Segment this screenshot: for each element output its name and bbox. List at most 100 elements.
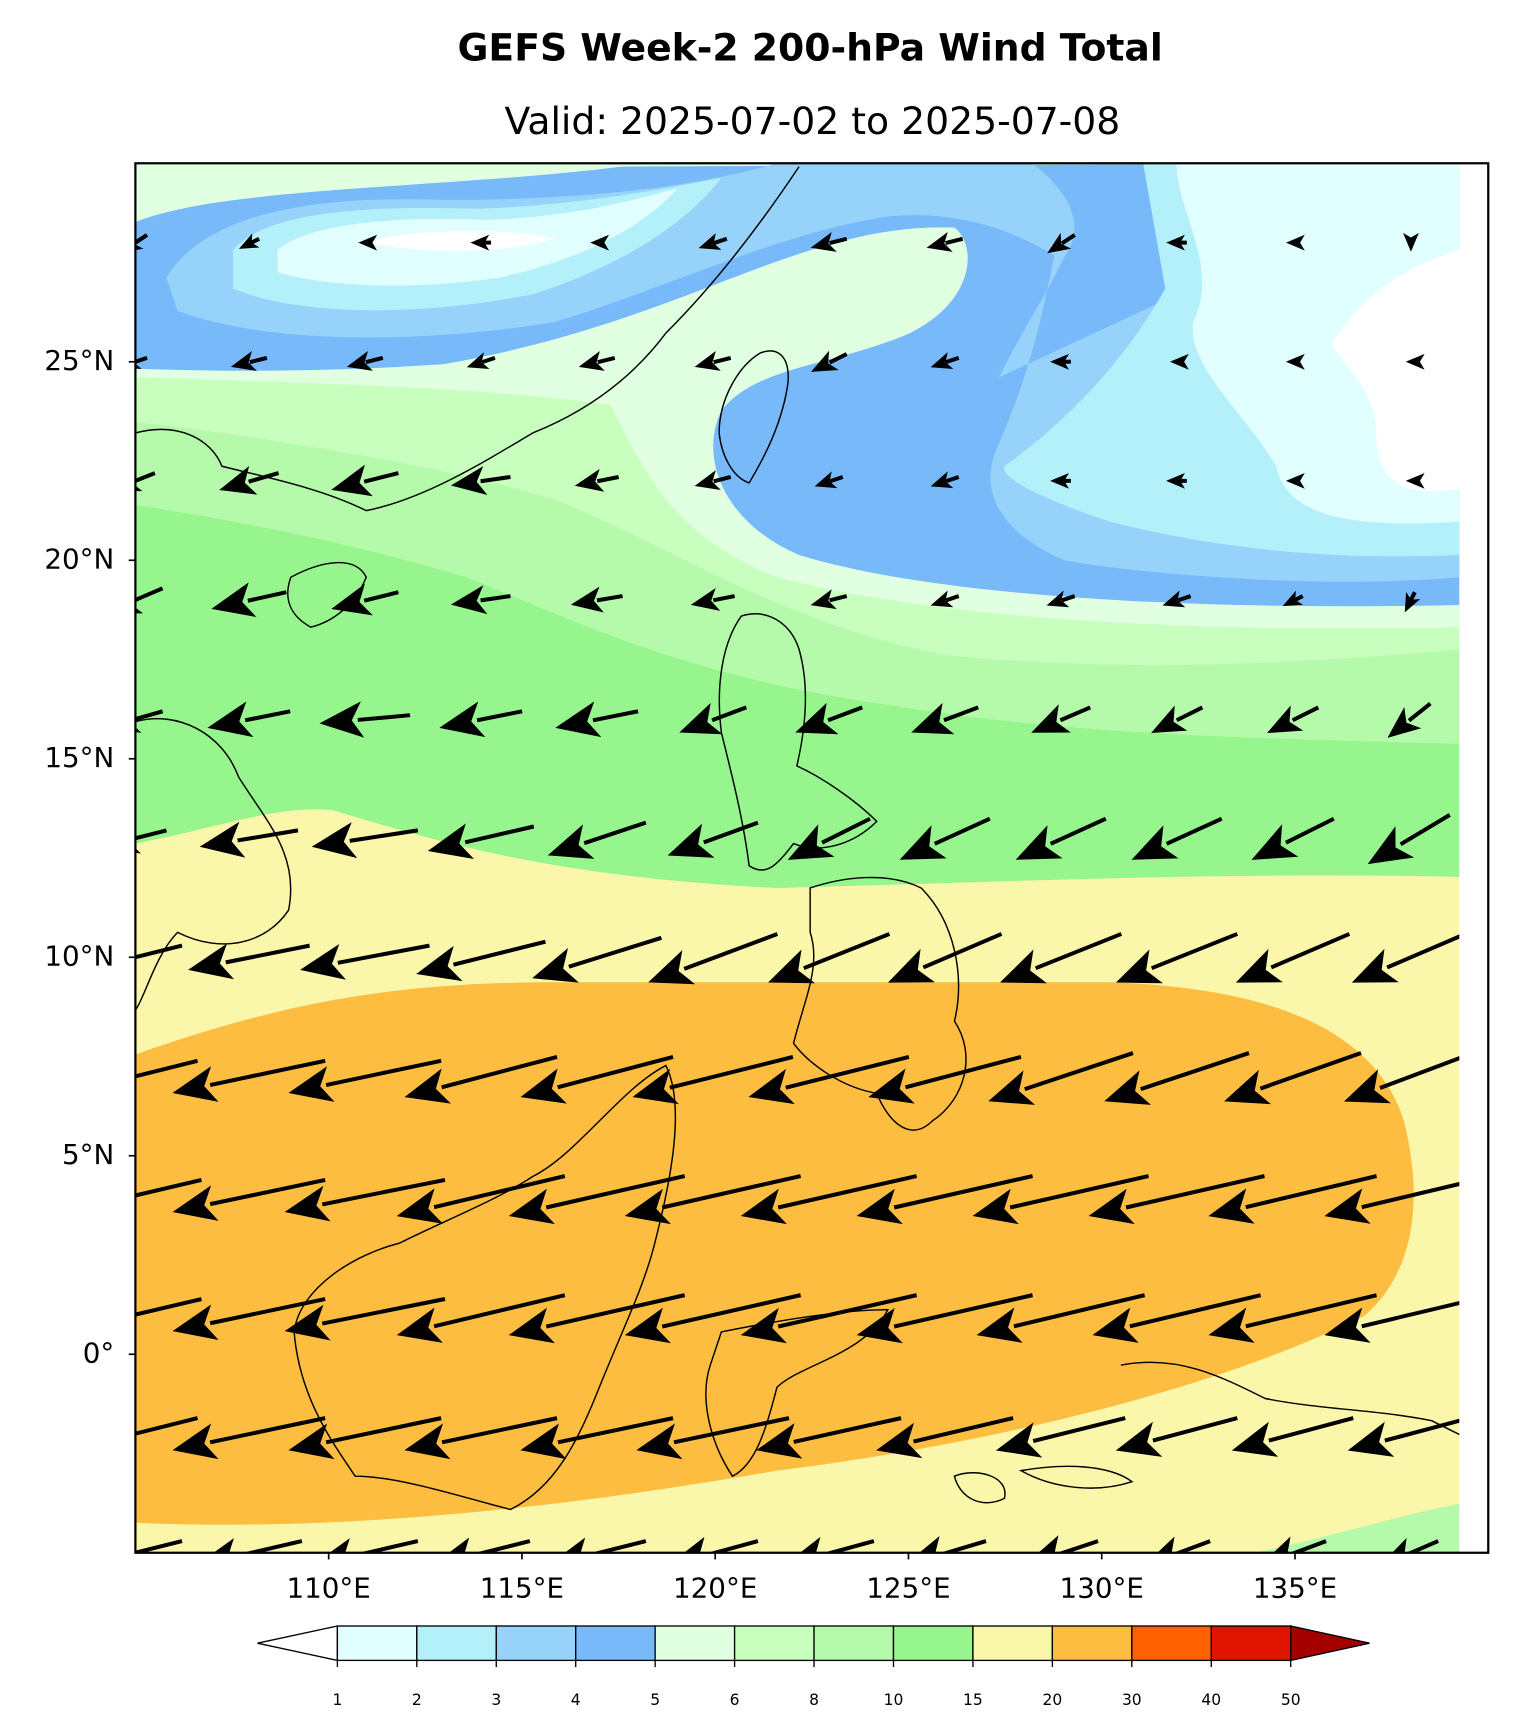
colorbar-label: 4 [571,1691,581,1709]
colorbar-box [733,1625,815,1662]
wind-arrow [1115,1416,1238,1457]
wind-arrow [1131,816,1223,860]
wind-arrow [470,234,492,251]
colorbar-label: 2 [412,1691,422,1709]
colorbar-label: 40 [1201,1691,1221,1709]
wind-arrow [1351,934,1460,983]
colorbar-box [892,1625,974,1662]
wind-arrow [1224,1051,1362,1105]
wind-arrow [450,585,511,615]
subtitle: Valid: 2025-07-02 to 2025-07-08 [504,99,1120,143]
wind-arrow [1324,1181,1460,1224]
colorbar-box [575,1625,656,1662]
wind-arrow [856,1293,1034,1344]
wind-arrow [1050,472,1071,489]
y-tick-label: 15°N [44,741,114,774]
wind-arrow [135,471,156,492]
wind-arrow [288,1416,442,1460]
wind-arrow [508,1174,686,1225]
wind-arrow [1343,1056,1460,1104]
coastline [792,876,967,1131]
wind-arrow [135,1297,202,1317]
wind-arrow [930,471,960,489]
wind-arrow [311,822,419,859]
wind-arrow [1015,816,1107,860]
wind-arrow [1251,816,1335,860]
wind-arrow [795,702,863,735]
x-tick-label: 130°E [1060,1571,1144,1604]
wind-arrow [396,1293,566,1343]
wind-arrow [1166,234,1187,251]
wind-arrow [300,943,430,980]
wind-arrow [520,1055,674,1104]
wind-arrow [288,1058,442,1102]
wind-arrow [1047,232,1076,254]
wind-arrow [1166,472,1187,489]
wind-arrow [135,586,164,614]
wind-arrow [1208,1293,1378,1343]
colorbar-label: 5 [650,1691,660,1709]
x-tick-label: 125°E [866,1571,950,1604]
colorbar-label: 15 [963,1691,983,1709]
coastline [1120,1361,1460,1436]
wind-arrow [1092,1293,1262,1343]
colorbar-label: 10 [884,1691,904,1709]
y-tick-label: 0° [83,1336,115,1369]
wind-arrow [1000,932,1123,984]
wind-arrow [207,701,291,738]
wind-arrow [1347,1418,1460,1457]
wind-arrow [1031,704,1092,733]
wind-arrow [1405,353,1425,370]
colorbar-label: 6 [730,1691,740,1709]
wind-arrow [1324,1300,1460,1343]
wind-arrow [547,820,647,859]
colorbar-label: 20 [1043,1691,1063,1709]
wind-arrow [1208,1174,1378,1224]
wind-arrow [930,590,960,608]
coastline [135,717,292,1011]
wind-arrow [135,1177,202,1198]
colorbar-over [1290,1625,1370,1662]
wind-arrow [976,1293,1146,1343]
coastline [953,1465,1134,1504]
wind-arrow [911,702,979,735]
wind-arrow [532,935,662,983]
wind-arrow [740,1293,918,1344]
wind-arrow [926,231,964,252]
band [1254,1503,1460,1553]
colorbar-under [257,1625,339,1662]
wind-arrow [876,1416,1014,1459]
wind-arrow [1267,705,1320,734]
colorbar-box [654,1625,736,1662]
wind-arrow [199,821,299,858]
coastline [718,613,878,871]
wind-arrow [632,1054,794,1105]
axes: 110°E 115°E 120°E 125°E 130°E 135°E 25°N 20°N 15… [44,344,1337,1605]
wind-arrow [800,1536,875,1553]
colorbar-label: 50 [1281,1691,1301,1709]
wind-arrow [238,233,261,249]
colorbar-box [416,1625,497,1662]
wind-arrow [1046,590,1076,608]
wind-arrow [1169,353,1189,370]
wind-arrow [172,1058,326,1102]
wind-arrow [578,351,616,371]
coastline [135,166,800,512]
wind-arrow [404,1416,558,1460]
wind-arrow [219,466,280,495]
wind-arrow [1235,932,1351,983]
wind-arrow [814,471,844,489]
wind-arrow [135,943,183,960]
wind-arrow [439,701,523,738]
wind-vectors [135,231,1460,1553]
wind-arrow [213,1538,303,1553]
colorbar-box [1051,1625,1133,1662]
wind-arrow [358,234,378,251]
x-tick-label: 120°E [673,1571,757,1604]
colorbar: 1 2 3 4 5 6 8 10 15 20 30 40 50 [257,1625,1370,1709]
wind-arrow [211,582,287,618]
wind-arrow [1050,353,1071,370]
wind-arrow [346,351,384,371]
colorbar-box [972,1625,1054,1662]
